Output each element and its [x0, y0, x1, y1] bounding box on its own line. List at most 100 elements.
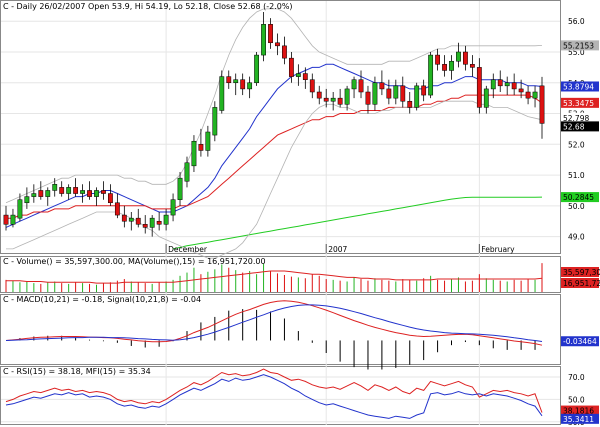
- candle-body: [177, 177, 183, 200]
- macd-lines: [5, 300, 543, 370]
- candle-body: [288, 57, 294, 77]
- candle-body: [414, 85, 420, 108]
- volume-ma-tag: 16,951,720: [563, 279, 600, 288]
- candle-body: [483, 88, 489, 108]
- candle-body: [344, 88, 350, 105]
- date-tick-label: December: [168, 245, 208, 254]
- volume-header: C - Volume() = 35,597,300.00, MA(Volume(…: [3, 257, 266, 266]
- ema20-line: [6, 94, 543, 219]
- price-ytick-label: 51.0: [568, 171, 585, 180]
- candle-body: [261, 24, 266, 56]
- candle-body: [45, 190, 51, 197]
- candle-body: [428, 54, 434, 96]
- candle-body: [87, 190, 92, 197]
- ma200-line: [172, 196, 543, 250]
- volume-value-tag-bg: [561, 267, 599, 277]
- candle-body: [31, 193, 37, 197]
- price-value-tag-bg: [561, 40, 599, 51]
- price-value-tag-bg: [561, 97, 599, 108]
- candle-body: [323, 97, 329, 102]
- candle-body: [198, 144, 204, 151]
- candle-body: [372, 82, 378, 105]
- candle-body: [302, 73, 308, 80]
- candle-body: [337, 97, 343, 105]
- bb_lower-line: [6, 100, 543, 259]
- candle-body: [463, 51, 468, 65]
- candle-body: [59, 187, 65, 194]
- price-value-tag-bg: [561, 81, 599, 92]
- volume-bars: [5, 263, 543, 292]
- candle-body: [135, 217, 141, 225]
- mfi-line: [5, 374, 543, 419]
- price-header: C - Daily 26/02/2007 Open 53.9, Hi 54.19…: [3, 2, 293, 11]
- candle-body: [497, 79, 503, 87]
- candle-body: [38, 190, 44, 197]
- price-value-tag: 52.798: [563, 114, 589, 123]
- signal-line: [5, 304, 543, 342]
- macd-header: C - MACD(10,21) = -0.18, Signal(10,21,8)…: [3, 295, 201, 304]
- volume-ma-line: [6, 270, 543, 284]
- candle-body: [156, 220, 162, 225]
- candle-body: [316, 91, 322, 99]
- candle-body: [184, 162, 190, 182]
- candle-body: [114, 202, 120, 216]
- candle-body: [212, 107, 218, 136]
- candle-body: [219, 76, 225, 111]
- price-ytick-label: 50.0: [568, 202, 585, 211]
- candle-body: [379, 82, 385, 90]
- candle-body: [52, 184, 58, 191]
- price-value-tag: 53.3475: [563, 99, 594, 108]
- candle-body: [435, 54, 440, 65]
- candle-body: [268, 24, 273, 44]
- candle-body: [518, 88, 524, 93]
- macd-panel-frame: [0, 294, 561, 365]
- candle-body: [442, 64, 447, 71]
- candle-body: [10, 214, 16, 225]
- candle-body: [295, 73, 301, 77]
- rsi-ytick-label: 70.0: [568, 373, 585, 382]
- candle-body: [282, 45, 287, 59]
- candle-body: [456, 51, 461, 62]
- price-value-tag-bg: [561, 121, 599, 132]
- candle-body: [121, 214, 127, 222]
- candle-body: [511, 82, 517, 90]
- candle-body: [476, 67, 482, 108]
- candle-body: [469, 64, 475, 68]
- rsi-line: [5, 368, 543, 413]
- mfi-value-tag-bg: [561, 413, 599, 424]
- candle-body: [247, 82, 253, 90]
- volume-ma-tag-bg: [561, 278, 599, 288]
- rsi-value-tag: 38.1816: [563, 407, 594, 416]
- candle-body: [504, 82, 510, 87]
- candle-body: [233, 79, 239, 84]
- candle-body: [149, 217, 155, 228]
- price-value-tag: 53.8794: [563, 82, 594, 91]
- candle-body: [163, 214, 169, 225]
- candle-body: [66, 187, 72, 194]
- candle-body: [142, 224, 148, 228]
- candle-body: [358, 79, 364, 93]
- candle-body: [449, 60, 454, 71]
- candle-body: [73, 187, 79, 194]
- rsi-header: C - RSI(15) = 38.18, MFI(15) = 35.34: [3, 367, 151, 376]
- candle-body: [309, 79, 315, 93]
- candle-body: [330, 97, 336, 102]
- price-ytick-label: 56.0: [568, 17, 585, 26]
- price-value-tag: 50.2845: [563, 193, 594, 202]
- sma10-line: [5, 63, 543, 228]
- candle-body: [525, 91, 531, 99]
- date-tick-label: 2007: [328, 245, 347, 254]
- rsi-value-tag-bg: [561, 405, 599, 416]
- candle-body: [80, 190, 85, 194]
- candle-body: [393, 85, 399, 99]
- candle-body: [17, 199, 23, 219]
- macd-value-tag: -0.03464: [563, 337, 597, 346]
- candle-body: [400, 85, 406, 102]
- candle-body: [94, 190, 99, 197]
- candle-body: [254, 54, 260, 84]
- price-ytick-label: 52.0: [568, 140, 585, 149]
- candle-body: [407, 100, 413, 108]
- candle-body: [24, 196, 30, 204]
- price-value-tag-bg: [561, 192, 599, 203]
